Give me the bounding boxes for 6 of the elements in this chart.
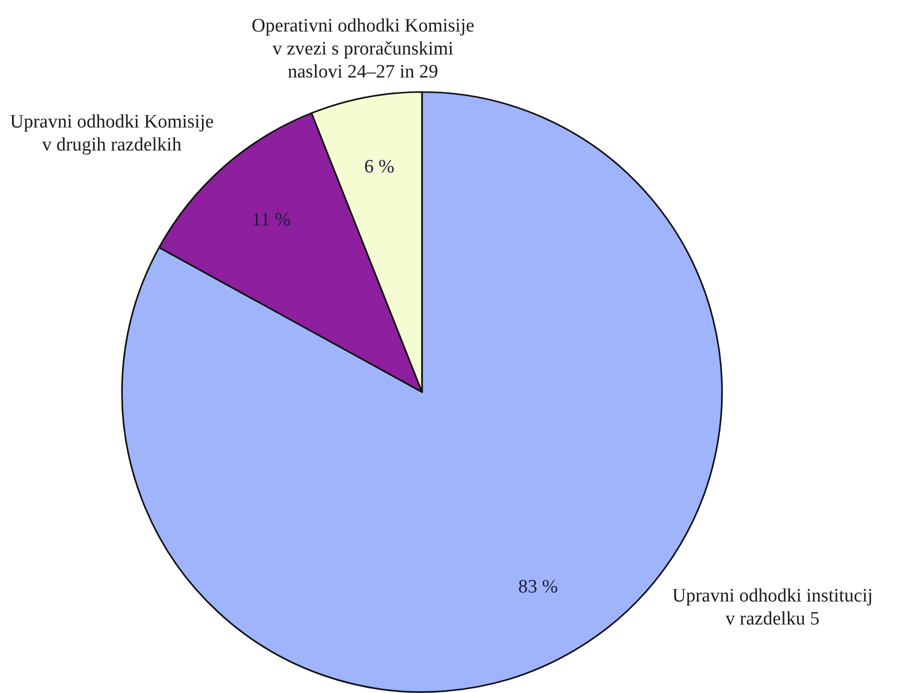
data-label: 83 %	[518, 576, 558, 598]
slice-label: Upravni odhodki institucij v razdelku 5	[672, 585, 873, 630]
slice-label: Upravni odhodki Komisije v drugih razdelkih	[10, 112, 214, 156]
data-label: 11 %	[252, 209, 291, 230]
slice-label: Operativni odhodki Komisije v zvezi s proračunskimi naslovi 24–27 in 29	[252, 16, 474, 83]
data-label: 6 %	[364, 156, 394, 178]
